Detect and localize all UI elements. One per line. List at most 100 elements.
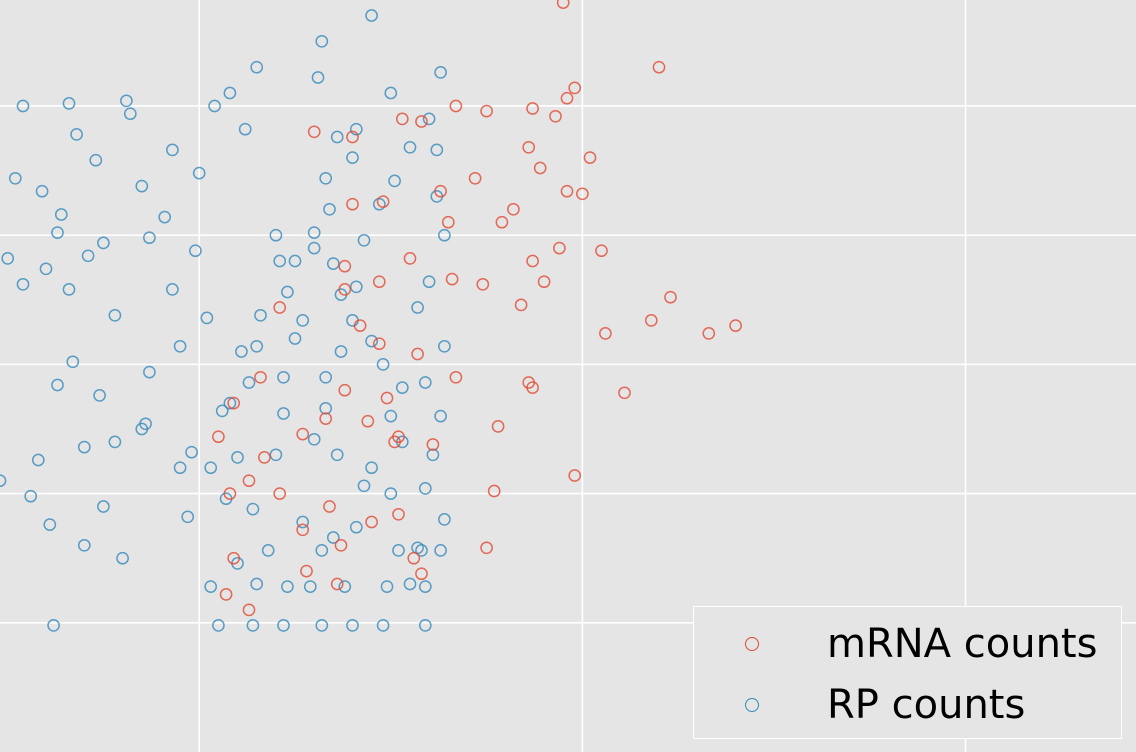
data-point — [507, 202, 520, 216]
data-point — [338, 259, 352, 273]
data-point — [338, 283, 352, 296]
data-point — [438, 513, 451, 526]
data-point — [62, 283, 76, 296]
data-point — [97, 236, 110, 250]
data-point — [204, 461, 218, 475]
data-point — [108, 308, 122, 322]
data-point — [415, 567, 428, 581]
data-point — [223, 487, 237, 500]
data-point — [231, 451, 244, 464]
data-point — [135, 179, 149, 193]
data-point — [418, 482, 432, 495]
data-point — [93, 389, 106, 402]
data-point — [595, 244, 608, 258]
data-point — [418, 580, 432, 593]
data-point — [346, 130, 359, 144]
data-point — [296, 427, 310, 441]
data-point — [261, 544, 275, 557]
data-point — [189, 244, 202, 258]
data-point — [522, 140, 536, 154]
data-point — [51, 378, 64, 392]
data-point — [338, 383, 352, 397]
data-point — [349, 280, 363, 294]
data-point — [365, 461, 378, 475]
data-point — [97, 500, 110, 513]
data-point — [338, 580, 352, 593]
data-point — [537, 275, 551, 289]
data-point — [384, 487, 398, 500]
data-point — [392, 430, 405, 444]
data-point — [583, 151, 597, 164]
data-point — [376, 619, 390, 632]
data-point — [227, 396, 241, 410]
data-point — [158, 210, 172, 224]
data-point — [491, 420, 505, 433]
data-point — [120, 94, 133, 108]
data-point — [323, 202, 336, 216]
data-point — [319, 401, 333, 415]
data-point — [288, 332, 302, 345]
legend-label-rp: RP counts — [827, 682, 1026, 728]
data-point — [269, 448, 283, 462]
data-point — [729, 319, 742, 332]
data-point — [384, 86, 398, 100]
data-point — [560, 184, 574, 198]
data-point — [281, 580, 294, 593]
data-point — [480, 104, 493, 118]
data-points — [0, 0, 742, 632]
data-point — [242, 603, 256, 617]
data-point — [526, 102, 539, 115]
data-point — [319, 412, 333, 425]
data-point — [522, 376, 536, 389]
data-point — [418, 376, 432, 389]
data-point — [1, 252, 15, 265]
data-point — [258, 451, 271, 464]
series-rp — [0, 9, 451, 632]
data-point — [238, 122, 252, 136]
data-point — [254, 308, 267, 322]
data-point — [365, 334, 378, 348]
data-point — [422, 275, 436, 289]
data-point — [77, 440, 91, 454]
data-point — [411, 347, 424, 361]
data-point — [51, 226, 64, 239]
legend: mRNA counts RP counts — [693, 606, 1122, 739]
data-point — [441, 215, 455, 229]
data-point — [652, 60, 666, 74]
data-point — [449, 99, 463, 113]
data-point — [618, 386, 631, 400]
data-point — [395, 112, 409, 126]
data-point — [365, 515, 378, 529]
data-point — [549, 109, 562, 123]
data-point — [407, 551, 421, 565]
data-point — [365, 9, 378, 22]
data-point — [242, 474, 256, 488]
data-point — [434, 184, 447, 198]
data-point — [108, 435, 122, 449]
data-point — [143, 231, 156, 245]
data-point — [330, 448, 344, 462]
data-point — [273, 254, 287, 268]
data-point — [303, 580, 317, 593]
data-point — [411, 301, 424, 314]
data-point — [277, 370, 290, 384]
data-point — [403, 140, 417, 154]
data-point — [384, 409, 398, 423]
data-point — [296, 523, 310, 537]
data-point — [326, 257, 340, 270]
data-point — [307, 241, 321, 255]
data-point — [346, 197, 359, 211]
data-point — [8, 171, 22, 185]
data-point — [77, 538, 91, 552]
data-point — [415, 544, 428, 557]
data-point — [392, 544, 405, 557]
data-point — [568, 469, 582, 482]
data-point — [235, 345, 248, 358]
legend-marker-mrna — [745, 637, 759, 651]
data-point — [208, 99, 221, 113]
data-point — [250, 577, 264, 591]
data-point — [533, 161, 547, 175]
data-point — [403, 252, 417, 265]
data-point — [192, 166, 206, 180]
